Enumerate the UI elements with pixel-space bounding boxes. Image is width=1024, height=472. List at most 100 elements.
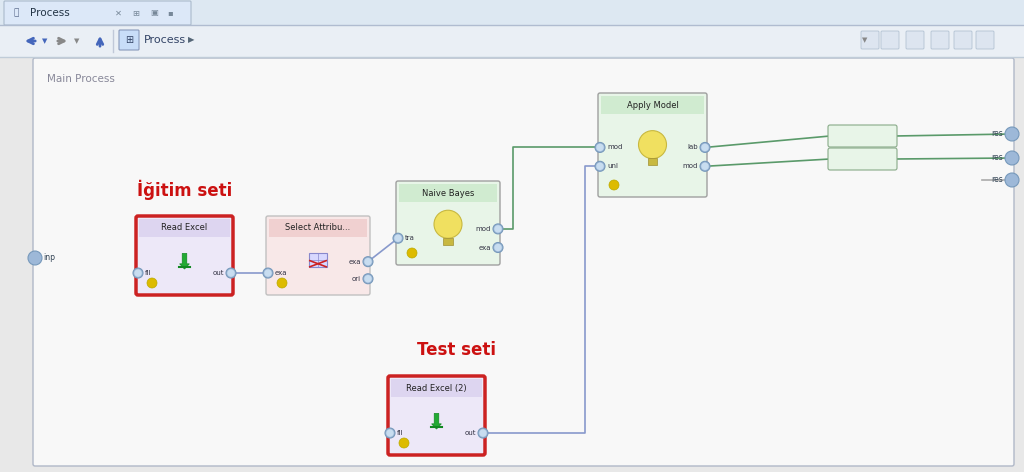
Circle shape — [226, 268, 236, 278]
Circle shape — [495, 226, 501, 232]
Text: Test seti: Test seti — [417, 341, 496, 359]
Text: inp: inp — [43, 253, 55, 262]
Text: Select Attribu...: Select Attribu... — [286, 224, 350, 233]
Text: mod: mod — [683, 163, 698, 169]
Circle shape — [263, 268, 273, 278]
Text: exa: exa — [478, 244, 490, 251]
Circle shape — [1005, 151, 1019, 165]
Text: fil: fil — [145, 270, 152, 276]
Bar — [399, 184, 497, 202]
Text: Process: Process — [30, 8, 70, 18]
Text: ▪: ▪ — [167, 8, 173, 17]
Circle shape — [1005, 173, 1019, 187]
Text: unl: unl — [607, 163, 618, 169]
Text: tra: tra — [406, 235, 415, 241]
Circle shape — [595, 143, 605, 152]
FancyBboxPatch shape — [4, 1, 191, 25]
Text: lab: lab — [687, 144, 698, 151]
Circle shape — [228, 270, 234, 276]
Circle shape — [609, 180, 618, 190]
Text: ⊞: ⊞ — [125, 35, 133, 45]
Text: exa: exa — [275, 270, 288, 276]
Text: ✕: ✕ — [115, 8, 122, 17]
FancyBboxPatch shape — [119, 30, 139, 50]
Text: İğitim seti: İğitim seti — [137, 180, 232, 200]
Text: res: res — [991, 153, 1002, 162]
Circle shape — [493, 224, 503, 234]
Circle shape — [265, 270, 271, 276]
FancyArrow shape — [432, 413, 441, 429]
Bar — [139, 219, 230, 237]
Text: out: out — [465, 430, 476, 436]
FancyBboxPatch shape — [136, 216, 233, 295]
Circle shape — [639, 131, 667, 159]
Circle shape — [700, 161, 710, 171]
Circle shape — [495, 244, 501, 251]
Text: fil: fil — [397, 430, 403, 436]
Text: ▼: ▼ — [42, 38, 47, 44]
Text: ▼: ▼ — [862, 37, 867, 43]
FancyBboxPatch shape — [931, 31, 949, 49]
Circle shape — [478, 428, 488, 438]
FancyArrow shape — [179, 253, 189, 269]
Circle shape — [362, 274, 373, 284]
Text: Read Excel (2): Read Excel (2) — [407, 383, 467, 393]
Text: res: res — [991, 176, 1002, 185]
Text: exa: exa — [348, 259, 361, 265]
Circle shape — [385, 428, 395, 438]
Text: Main Process: Main Process — [47, 74, 115, 84]
FancyBboxPatch shape — [828, 148, 897, 170]
Text: Process: Process — [144, 35, 186, 45]
Circle shape — [399, 438, 409, 448]
Circle shape — [700, 143, 710, 152]
Circle shape — [480, 430, 486, 436]
Circle shape — [393, 233, 403, 243]
FancyBboxPatch shape — [396, 181, 500, 265]
Circle shape — [597, 144, 603, 151]
Bar — [269, 219, 367, 237]
Text: mod: mod — [607, 144, 623, 151]
FancyBboxPatch shape — [33, 58, 1014, 466]
Bar — [391, 379, 482, 397]
Circle shape — [1005, 127, 1019, 141]
Text: ▣: ▣ — [150, 8, 158, 17]
FancyBboxPatch shape — [388, 376, 485, 455]
FancyBboxPatch shape — [861, 31, 879, 49]
Circle shape — [597, 163, 603, 169]
Circle shape — [387, 430, 393, 436]
Circle shape — [595, 161, 605, 171]
FancyBboxPatch shape — [266, 216, 370, 295]
Circle shape — [278, 278, 287, 288]
Circle shape — [135, 270, 141, 276]
Circle shape — [362, 257, 373, 267]
Text: ▶: ▶ — [188, 35, 195, 44]
Circle shape — [702, 144, 708, 151]
Text: 🔧: 🔧 — [14, 8, 19, 17]
FancyBboxPatch shape — [906, 31, 924, 49]
Text: out: out — [213, 270, 224, 276]
Circle shape — [407, 248, 417, 258]
Bar — [647, 158, 657, 165]
Bar — [0, 0, 1024, 25]
Circle shape — [133, 268, 143, 278]
Text: res: res — [991, 129, 1002, 138]
Circle shape — [493, 243, 503, 253]
Text: Apply Model: Apply Model — [627, 101, 679, 110]
Text: ⊞: ⊞ — [132, 8, 139, 17]
FancyBboxPatch shape — [828, 125, 897, 147]
Circle shape — [365, 276, 371, 282]
Bar — [443, 237, 453, 244]
Text: Read Excel: Read Excel — [162, 224, 208, 233]
Bar — [309, 253, 327, 267]
Text: ▼: ▼ — [74, 38, 80, 44]
Circle shape — [434, 210, 462, 238]
FancyBboxPatch shape — [598, 93, 707, 197]
FancyBboxPatch shape — [881, 31, 899, 49]
Circle shape — [395, 235, 401, 241]
Circle shape — [147, 278, 157, 288]
FancyBboxPatch shape — [954, 31, 972, 49]
Bar — [601, 96, 705, 114]
Text: Naive Bayes: Naive Bayes — [422, 188, 474, 197]
Circle shape — [365, 259, 371, 265]
Circle shape — [28, 251, 42, 265]
